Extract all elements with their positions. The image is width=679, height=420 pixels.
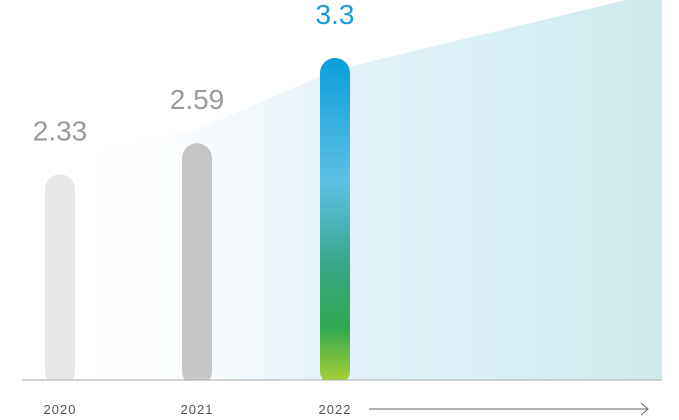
bar-2020 <box>45 174 75 386</box>
bar-base-mask <box>181 380 213 388</box>
bar-2021 <box>182 143 212 386</box>
value-label-2020: 2.33 <box>33 115 88 146</box>
bars-group <box>22 58 662 388</box>
tick-labels-group: 2020 2021 2022 <box>44 402 352 417</box>
bar-base-mask <box>44 380 76 388</box>
x-tick-label-2022: 2022 <box>319 402 352 417</box>
trend-area <box>60 0 662 380</box>
bar-base-mask <box>319 380 351 388</box>
arrow-right-icon <box>369 402 649 416</box>
value-labels-group: 2.33 2.59 3.3 <box>33 0 355 146</box>
x-tick-label-2020: 2020 <box>44 402 77 417</box>
x-tick-label-2021: 2021 <box>181 402 214 417</box>
value-label-2022: 3.3 <box>316 0 355 30</box>
value-label-2021: 2.59 <box>170 84 225 115</box>
bar-2022 <box>320 58 350 386</box>
